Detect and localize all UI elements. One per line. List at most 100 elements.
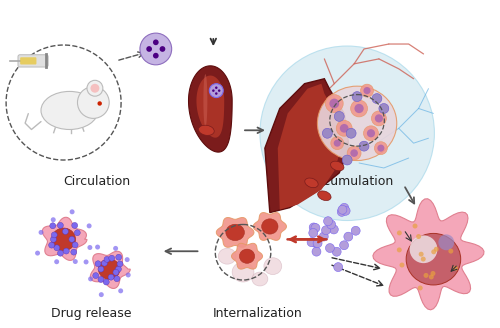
Circle shape (430, 271, 436, 276)
Circle shape (418, 252, 424, 256)
Circle shape (35, 251, 40, 256)
Circle shape (429, 275, 434, 279)
Circle shape (351, 226, 360, 235)
Ellipse shape (52, 228, 76, 251)
Ellipse shape (98, 259, 120, 279)
Ellipse shape (406, 234, 460, 285)
Circle shape (113, 269, 119, 275)
Circle shape (309, 223, 318, 232)
Ellipse shape (340, 124, 348, 133)
Circle shape (334, 112, 344, 121)
FancyBboxPatch shape (20, 57, 36, 65)
Ellipse shape (334, 140, 341, 147)
Circle shape (78, 87, 109, 118)
Ellipse shape (240, 249, 254, 263)
Ellipse shape (375, 114, 383, 122)
Polygon shape (373, 199, 484, 310)
Ellipse shape (226, 224, 244, 241)
Circle shape (153, 39, 158, 45)
Ellipse shape (334, 133, 348, 143)
Ellipse shape (326, 94, 343, 113)
Circle shape (434, 247, 439, 252)
Ellipse shape (305, 178, 318, 188)
Circle shape (90, 84, 100, 93)
Ellipse shape (364, 87, 370, 94)
Circle shape (54, 259, 59, 264)
Ellipse shape (347, 146, 361, 160)
Circle shape (322, 226, 330, 235)
Circle shape (326, 220, 336, 229)
Polygon shape (196, 75, 224, 138)
Ellipse shape (364, 126, 378, 141)
Circle shape (311, 223, 320, 233)
Circle shape (344, 232, 353, 241)
Circle shape (410, 236, 438, 263)
Circle shape (307, 238, 316, 247)
Circle shape (334, 263, 342, 272)
Circle shape (212, 89, 214, 92)
Circle shape (160, 46, 166, 52)
Ellipse shape (350, 149, 358, 157)
Text: Accumulation: Accumulation (308, 175, 394, 188)
Circle shape (108, 255, 114, 261)
Circle shape (215, 92, 218, 95)
Circle shape (340, 241, 348, 250)
Circle shape (424, 273, 428, 278)
Circle shape (379, 104, 389, 113)
Circle shape (431, 249, 436, 254)
Circle shape (448, 249, 454, 254)
Ellipse shape (350, 100, 368, 117)
Circle shape (84, 259, 88, 264)
Polygon shape (278, 84, 341, 210)
Circle shape (102, 260, 107, 266)
Circle shape (412, 224, 418, 229)
Polygon shape (90, 251, 130, 288)
Ellipse shape (372, 111, 386, 126)
Circle shape (346, 128, 356, 138)
Ellipse shape (336, 120, 352, 136)
Circle shape (140, 33, 172, 65)
Ellipse shape (367, 129, 375, 137)
Circle shape (313, 239, 322, 248)
Circle shape (48, 242, 54, 248)
Circle shape (86, 223, 92, 228)
Ellipse shape (262, 219, 278, 234)
Ellipse shape (252, 272, 268, 286)
Circle shape (117, 261, 123, 267)
Circle shape (116, 266, 121, 272)
Ellipse shape (218, 248, 236, 264)
Circle shape (113, 246, 118, 251)
Circle shape (95, 261, 101, 267)
Circle shape (210, 84, 223, 97)
Circle shape (153, 53, 158, 58)
Circle shape (312, 247, 321, 256)
Circle shape (312, 239, 320, 248)
Circle shape (38, 230, 44, 235)
Circle shape (104, 279, 109, 285)
Ellipse shape (318, 86, 396, 160)
Circle shape (58, 222, 64, 228)
Circle shape (341, 206, 350, 215)
Polygon shape (253, 213, 286, 240)
Ellipse shape (354, 104, 364, 113)
Circle shape (118, 288, 123, 293)
Circle shape (74, 230, 80, 236)
Circle shape (116, 254, 121, 260)
Circle shape (397, 231, 402, 236)
Circle shape (438, 235, 454, 250)
Circle shape (218, 89, 220, 92)
Circle shape (326, 244, 334, 253)
Circle shape (416, 234, 421, 239)
Ellipse shape (360, 84, 374, 97)
Ellipse shape (198, 125, 214, 135)
Ellipse shape (331, 137, 344, 150)
Circle shape (71, 249, 76, 255)
Circle shape (72, 242, 78, 248)
FancyBboxPatch shape (18, 55, 48, 67)
Circle shape (88, 277, 93, 281)
Circle shape (320, 232, 328, 241)
Circle shape (72, 222, 78, 228)
Circle shape (372, 93, 382, 104)
Ellipse shape (330, 99, 339, 109)
Circle shape (50, 236, 56, 242)
